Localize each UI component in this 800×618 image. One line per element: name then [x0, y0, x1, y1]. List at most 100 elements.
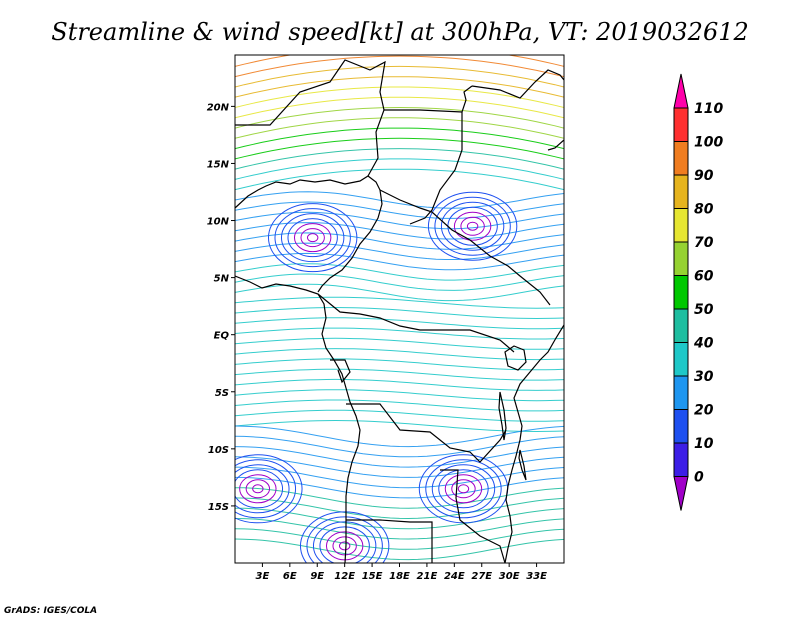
streamline: [235, 263, 564, 281]
streamlines-layer: [235, 55, 564, 563]
streamline: [235, 296, 564, 309]
streamline: [235, 191, 564, 209]
lat-tick-label: 15S: [208, 502, 229, 513]
angola-namibia-border: [346, 519, 433, 563]
colorbar-label: 0: [694, 470, 704, 486]
colorbar-label: 80: [694, 202, 714, 218]
colorbar-segment: [673, 275, 689, 310]
streamline: [235, 348, 564, 361]
streamline: [235, 327, 564, 340]
colorbar-label: 110: [694, 101, 723, 117]
streamline: [235, 201, 564, 219]
lat-tick-label: 20N: [207, 102, 230, 113]
vortex-streamline: [434, 196, 511, 256]
vortex-streamline: [235, 459, 297, 519]
lat-tick-label: 5N: [214, 274, 230, 285]
colorbar-bottom-arrow: [673, 476, 689, 511]
vortex-streamline: [312, 521, 377, 563]
streamline: [235, 487, 564, 509]
streamline: [235, 528, 564, 550]
streamline: [235, 419, 564, 433]
lon-tick-label: 3E: [256, 571, 270, 582]
vortex-streamline: [451, 479, 476, 499]
colorbar-label: 90: [694, 168, 714, 184]
vortex-streamline: [267, 203, 358, 273]
colorbar-label: 10: [694, 436, 714, 452]
libya-egypt-border: [409, 112, 463, 225]
streamline: [235, 273, 564, 291]
vortex-streamline: [453, 211, 492, 241]
streamline: [235, 446, 564, 468]
grads-credit: GrADS: IGES/COLA: [4, 606, 97, 616]
vortex-streamline: [438, 469, 489, 509]
streamline: [235, 399, 564, 412]
colorbar-segment: [673, 241, 689, 276]
streamline: [235, 456, 564, 478]
vortex-streamline: [466, 221, 479, 231]
colorbar-label: 30: [694, 369, 714, 385]
streamline: [235, 435, 564, 458]
coastlines-borders-layer: [235, 59, 564, 563]
vortex-streamline: [245, 479, 271, 499]
vortex-streamline: [235, 454, 303, 524]
streamline: [235, 76, 564, 98]
vortex-streamline: [239, 474, 277, 504]
streamline: [235, 127, 564, 150]
vortex-streamline: [274, 208, 351, 268]
streamline: [235, 538, 564, 561]
latitude-axis: 20N 15N 10N 5N EQ 5S 10S 15S: [207, 102, 235, 513]
streamline: [235, 378, 564, 391]
streamline: [235, 317, 564, 330]
northern-borders: [235, 59, 386, 177]
vortex-streamline: [457, 484, 470, 494]
lon-tick-label: 12E: [334, 571, 355, 582]
streamline: [235, 358, 564, 371]
colorbar-segment: [673, 208, 689, 243]
arabia-coast: [471, 69, 564, 99]
colorbar-label: 60: [694, 269, 714, 285]
lon-tick-label: 6E: [283, 571, 297, 582]
lake-victoria: [504, 345, 527, 371]
streamline: [235, 232, 564, 250]
streamline: [235, 476, 564, 499]
lat-tick-label: 10N: [207, 217, 230, 228]
chart-title: Streamline & wind speed[kt] at 300hPa, V…: [51, 18, 749, 46]
streamline: [235, 466, 564, 489]
streamline: [235, 283, 564, 302]
lat-tick-label: 5S: [215, 388, 229, 399]
streamline: [235, 65, 564, 88]
streamline: [235, 168, 564, 191]
vortex-streamline: [425, 459, 502, 519]
vortex-streamline: [252, 484, 264, 494]
streamline: [235, 86, 564, 108]
streamline: [235, 211, 564, 230]
vortex-streamline: [440, 201, 505, 251]
sudan-border: [384, 85, 473, 113]
colorbar-top-arrow: [673, 73, 689, 109]
zambia-border: [440, 469, 506, 563]
colorbar-segment: [673, 141, 689, 176]
colorbar-label: 50: [694, 302, 714, 318]
streamline: [235, 158, 564, 180]
southern-borders: [346, 403, 507, 463]
streamline: [235, 389, 564, 402]
streamline: [235, 117, 564, 139]
vortex-streamline: [293, 223, 332, 253]
streamline: [235, 425, 564, 448]
vortex-streamline: [319, 526, 370, 563]
lon-tick-label: 30E: [499, 571, 520, 582]
vortex-streamline: [444, 474, 483, 504]
lat-tick-label: 15N: [207, 159, 230, 170]
vortex-streamline: [299, 511, 390, 563]
colorbar-segment: [673, 375, 689, 410]
lon-tick-label: 21E: [417, 571, 438, 582]
lake-malawi: [518, 449, 527, 481]
streamline: [235, 518, 564, 540]
vortex-streamline: [332, 536, 357, 556]
streamline: [235, 409, 564, 422]
vortex-streamline: [460, 216, 485, 236]
colorbar-segment: [673, 442, 689, 477]
colorbar-segment: [673, 107, 689, 142]
red-sea-coast: [547, 139, 564, 151]
